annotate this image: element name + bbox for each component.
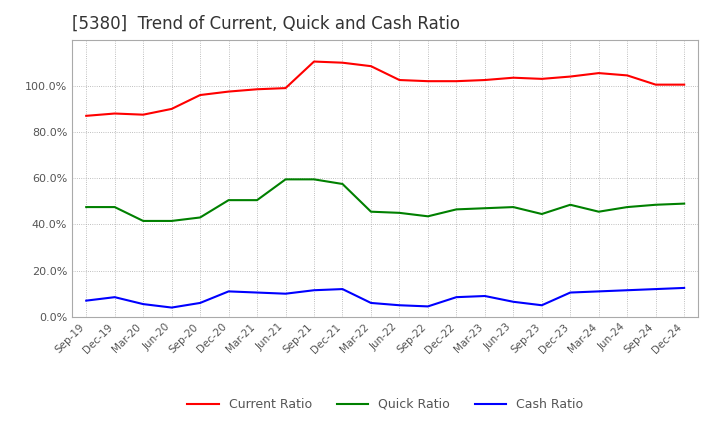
Cash Ratio bbox=[537, 303, 546, 308]
Quick Ratio bbox=[196, 215, 204, 220]
Current Ratio bbox=[167, 106, 176, 111]
Quick Ratio bbox=[82, 205, 91, 210]
Current Ratio bbox=[139, 112, 148, 117]
Cash Ratio bbox=[338, 286, 347, 292]
Current Ratio bbox=[652, 82, 660, 87]
Current Ratio bbox=[253, 87, 261, 92]
Cash Ratio bbox=[82, 298, 91, 303]
Cash Ratio bbox=[366, 300, 375, 305]
Cash Ratio bbox=[680, 285, 688, 290]
Text: [5380]  Trend of Current, Quick and Cash Ratio: [5380] Trend of Current, Quick and Cash … bbox=[72, 15, 460, 33]
Cash Ratio bbox=[395, 303, 404, 308]
Quick Ratio bbox=[595, 209, 603, 214]
Current Ratio bbox=[623, 73, 631, 78]
Cash Ratio bbox=[310, 288, 318, 293]
Cash Ratio bbox=[480, 293, 489, 299]
Current Ratio bbox=[282, 85, 290, 91]
Current Ratio bbox=[338, 60, 347, 65]
Cash Ratio bbox=[623, 288, 631, 293]
Current Ratio bbox=[225, 89, 233, 94]
Cash Ratio bbox=[595, 289, 603, 294]
Cash Ratio bbox=[452, 294, 461, 300]
Cash Ratio bbox=[509, 299, 518, 304]
Quick Ratio bbox=[225, 198, 233, 203]
Cash Ratio bbox=[110, 294, 119, 300]
Quick Ratio bbox=[338, 181, 347, 187]
Quick Ratio bbox=[139, 218, 148, 224]
Cash Ratio bbox=[652, 286, 660, 292]
Cash Ratio bbox=[282, 291, 290, 297]
Quick Ratio bbox=[509, 205, 518, 210]
Line: Cash Ratio: Cash Ratio bbox=[86, 288, 684, 308]
Cash Ratio bbox=[167, 305, 176, 310]
Quick Ratio bbox=[366, 209, 375, 214]
Quick Ratio bbox=[253, 198, 261, 203]
Current Ratio bbox=[423, 78, 432, 84]
Quick Ratio bbox=[537, 211, 546, 216]
Quick Ratio bbox=[566, 202, 575, 207]
Current Ratio bbox=[82, 113, 91, 118]
Quick Ratio bbox=[452, 207, 461, 212]
Current Ratio bbox=[366, 63, 375, 69]
Cash Ratio bbox=[225, 289, 233, 294]
Quick Ratio bbox=[623, 205, 631, 210]
Quick Ratio bbox=[167, 218, 176, 224]
Current Ratio bbox=[310, 59, 318, 64]
Current Ratio bbox=[110, 111, 119, 116]
Quick Ratio bbox=[282, 177, 290, 182]
Legend: Current Ratio, Quick Ratio, Cash Ratio: Current Ratio, Quick Ratio, Cash Ratio bbox=[182, 393, 588, 416]
Cash Ratio bbox=[253, 290, 261, 295]
Cash Ratio bbox=[139, 301, 148, 307]
Quick Ratio bbox=[652, 202, 660, 207]
Current Ratio bbox=[196, 92, 204, 98]
Quick Ratio bbox=[680, 201, 688, 206]
Quick Ratio bbox=[395, 210, 404, 216]
Quick Ratio bbox=[110, 205, 119, 210]
Current Ratio bbox=[595, 70, 603, 76]
Current Ratio bbox=[452, 78, 461, 84]
Quick Ratio bbox=[480, 205, 489, 211]
Line: Quick Ratio: Quick Ratio bbox=[86, 180, 684, 221]
Current Ratio bbox=[509, 75, 518, 81]
Current Ratio bbox=[680, 82, 688, 87]
Quick Ratio bbox=[423, 214, 432, 219]
Cash Ratio bbox=[566, 290, 575, 295]
Cash Ratio bbox=[423, 304, 432, 309]
Line: Current Ratio: Current Ratio bbox=[86, 62, 684, 116]
Current Ratio bbox=[566, 74, 575, 79]
Quick Ratio bbox=[310, 177, 318, 182]
Current Ratio bbox=[537, 76, 546, 81]
Current Ratio bbox=[395, 77, 404, 83]
Cash Ratio bbox=[196, 300, 204, 305]
Current Ratio bbox=[480, 77, 489, 83]
